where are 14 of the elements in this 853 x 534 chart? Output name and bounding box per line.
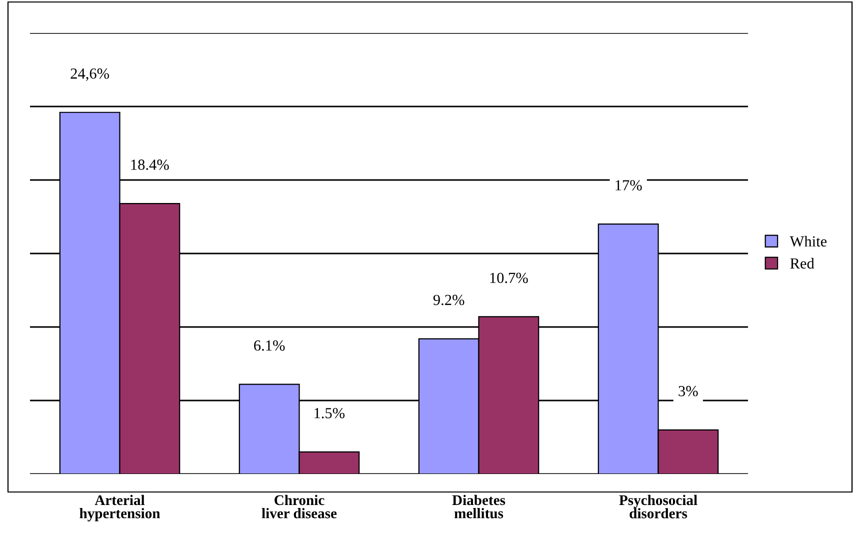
x-tick-label: Diabetes mellitus — [452, 494, 506, 518]
x-tick-label: Chronic liver disease — [262, 494, 337, 518]
data-label: 10.7% — [490, 272, 528, 284]
data-label: 18.4% — [131, 160, 169, 170]
x-tick-label: Psychosocial disorders — [619, 494, 698, 518]
legend-label: Red — [790, 258, 814, 269]
data-label: 9.2% — [433, 294, 464, 306]
data-label: 24,6% — [70, 68, 110, 81]
data-label: 17% — [616, 180, 642, 190]
data-label: 1.5% — [314, 408, 345, 418]
data-label: 3% — [678, 386, 698, 396]
x-tick-label: Arterial hypertension — [80, 494, 160, 522]
data-label: 6.1% — [254, 340, 285, 351]
legend-label: White — [790, 236, 827, 247]
